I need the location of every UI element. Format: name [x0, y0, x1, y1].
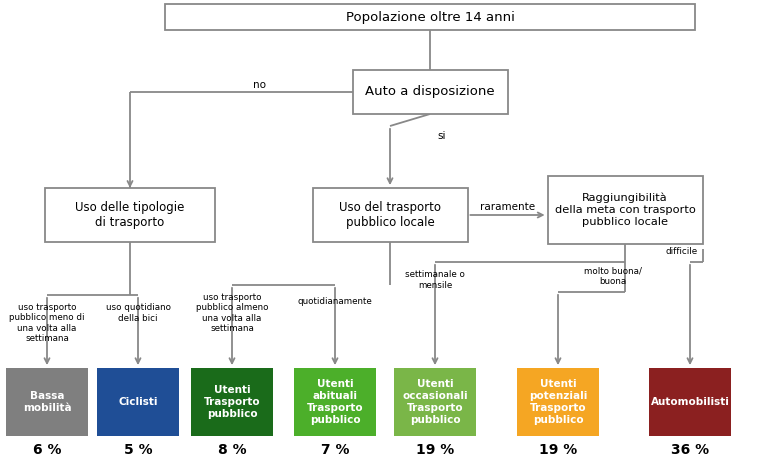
Text: 6 %: 6 % [32, 443, 61, 457]
Text: 8 %: 8 % [218, 443, 246, 457]
Bar [97, 368, 179, 436]
Text: settimanale o
mensile: settimanale o mensile [405, 270, 465, 290]
Text: raramente: raramente [480, 202, 535, 212]
Bar [294, 368, 376, 436]
Bar [313, 188, 468, 242]
Text: Bassa
mobilità: Bassa mobilità [22, 391, 71, 413]
Bar [191, 368, 273, 436]
Text: Automobilisti: Automobilisti [651, 397, 730, 407]
Text: no: no [252, 80, 266, 90]
Text: Auto a disposizione: Auto a disposizione [365, 85, 495, 99]
Text: difficile: difficile [666, 247, 698, 256]
Text: uso quotidiano
della bici: uso quotidiano della bici [106, 303, 171, 323]
Bar [6, 368, 88, 436]
Text: Raggiungibilità
della meta con trasporto
pubblico locale: Raggiungibilità della meta con trasporto… [554, 193, 696, 227]
Text: 7 %: 7 % [320, 443, 349, 457]
Text: si: si [438, 131, 446, 141]
Bar [649, 368, 731, 436]
Bar [165, 4, 695, 30]
Text: Uso del trasporto
pubblico locale: Uso del trasporto pubblico locale [339, 201, 441, 229]
Text: 19 %: 19 % [416, 443, 454, 457]
Text: Utenti
potenziali
Trasporto
pubblico: Utenti potenziali Trasporto pubblico [529, 379, 587, 425]
Text: 19 %: 19 % [539, 443, 577, 457]
Text: Utenti
abituali
Trasporto
pubblico: Utenti abituali Trasporto pubblico [306, 379, 364, 425]
Text: Popolazione oltre 14 anni: Popolazione oltre 14 anni [346, 10, 514, 24]
Text: uso trasporto
pubblico almeno
una volta alla
settimana: uso trasporto pubblico almeno una volta … [196, 293, 268, 333]
Text: Utenti
occasionali
Trasporto
pubblico: Utenti occasionali Trasporto pubblico [402, 379, 468, 425]
Text: 36 %: 36 % [671, 443, 709, 457]
Text: Uso delle tipologie
di trasporto: Uso delle tipologie di trasporto [76, 201, 185, 229]
Text: Utenti
Trasporto
pubblico: Utenti Trasporto pubblico [204, 385, 260, 419]
Text: molto buona/
buona: molto buona/ buona [584, 266, 642, 286]
Text: uso trasporto
pubblico meno di
una volta alla
settimana: uso trasporto pubblico meno di una volta… [9, 303, 85, 343]
Bar [394, 368, 476, 436]
Bar [353, 70, 507, 114]
Text: Ciclisti: Ciclisti [118, 397, 157, 407]
Bar [45, 188, 215, 242]
Bar [517, 368, 599, 436]
Text: quotidianamente: quotidianamente [298, 296, 372, 305]
Bar [547, 176, 703, 244]
Text: 5 %: 5 % [124, 443, 152, 457]
